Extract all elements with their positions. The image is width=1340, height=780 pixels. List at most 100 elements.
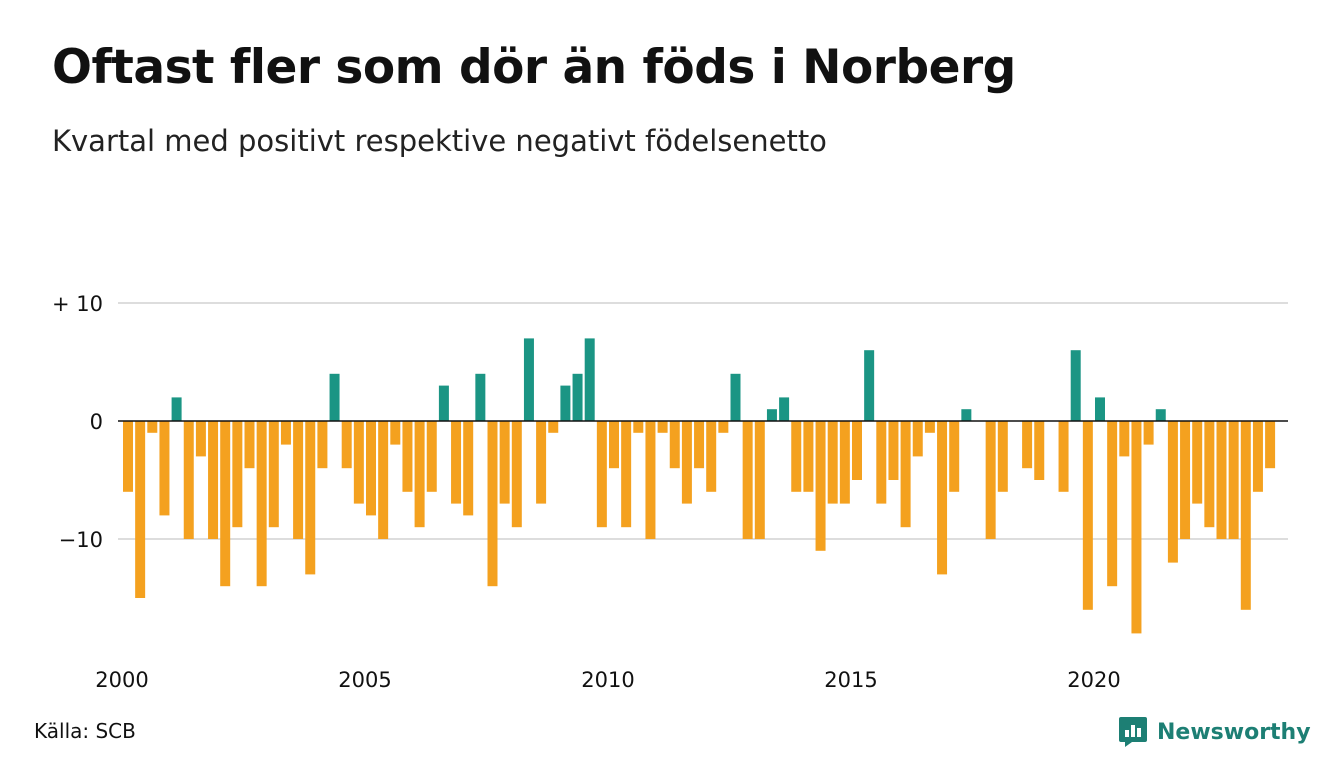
bar (232, 421, 243, 528)
bar (1228, 421, 1239, 539)
bar (523, 338, 534, 421)
bar (402, 421, 413, 492)
bar (645, 421, 656, 539)
bar (876, 421, 887, 504)
bar (1034, 421, 1045, 480)
x-tick-label: 2005 (338, 668, 391, 692)
bar (560, 385, 571, 421)
bar (475, 373, 486, 421)
brand-name: Newsworthy (1157, 719, 1311, 745)
bar (718, 421, 729, 433)
bar (378, 421, 389, 539)
bar (366, 421, 376, 516)
bar (1216, 421, 1227, 539)
bar (390, 421, 401, 445)
bar (1240, 421, 1251, 610)
bar (633, 421, 644, 433)
bar (912, 421, 923, 457)
bar (997, 421, 1008, 492)
source-note: Källa: SCB (34, 719, 136, 743)
bar (220, 421, 231, 587)
bar (1192, 421, 1203, 504)
bar (244, 421, 255, 469)
bar (353, 421, 364, 504)
bar (1131, 421, 1142, 634)
bar (657, 421, 668, 433)
bar (766, 409, 777, 421)
bar (159, 421, 170, 516)
x-tick-label: 2010 (581, 668, 634, 692)
bar (1167, 421, 1178, 563)
bar (171, 397, 182, 421)
bar (293, 421, 304, 539)
bar (827, 421, 838, 504)
bar (669, 421, 680, 469)
bar (937, 421, 948, 575)
bar (1204, 421, 1215, 528)
bar (1095, 397, 1105, 421)
bar (268, 421, 279, 528)
y-tick-label: + 10 (52, 292, 103, 316)
bar (536, 421, 547, 504)
bar (791, 421, 802, 492)
brand-logo: Newsworthy (1118, 712, 1311, 752)
bar (438, 385, 449, 421)
bars (123, 338, 1276, 634)
bar (779, 397, 790, 421)
bar (1180, 421, 1191, 539)
bar (195, 421, 206, 457)
bar (609, 421, 619, 469)
bar (341, 421, 352, 469)
bar (584, 338, 595, 421)
bar (1058, 421, 1069, 492)
bar (815, 421, 826, 551)
bar (706, 421, 717, 492)
bar (511, 421, 522, 528)
bar (1022, 421, 1033, 469)
bar (1155, 409, 1166, 421)
chart-subtitle: Kvartal med positivt respektive negativt… (52, 124, 827, 158)
bar (317, 421, 328, 469)
bar (572, 373, 583, 421)
bar (414, 421, 425, 528)
bar (305, 421, 316, 575)
y-tick-label: −10 (59, 528, 103, 552)
bar (280, 421, 291, 445)
x-tick-label: 2000 (95, 668, 148, 692)
bar (135, 421, 146, 598)
x-tick-label: 2015 (824, 668, 877, 692)
bar (803, 421, 814, 492)
bar (256, 421, 267, 587)
bar (985, 421, 996, 539)
y-tick-label: 0 (90, 410, 103, 434)
x-tick-label: 2020 (1067, 668, 1120, 692)
bar (1265, 421, 1276, 469)
bar (426, 421, 437, 492)
bar (463, 421, 474, 516)
bar (499, 421, 510, 504)
bar (1119, 421, 1130, 457)
bar (451, 421, 462, 504)
bar (839, 421, 850, 504)
bar (754, 421, 765, 539)
bar (147, 421, 158, 433)
chart-title: Oftast fler som dör än föds i Norberg (52, 40, 1016, 95)
bar (924, 421, 935, 433)
bar (548, 421, 559, 433)
bar (1107, 421, 1118, 587)
bar (1070, 350, 1081, 421)
bar (487, 421, 498, 587)
newsworthy-logo-icon (1119, 717, 1147, 747)
bar (681, 421, 692, 504)
bar (888, 421, 899, 480)
bar (742, 421, 753, 539)
bar (208, 421, 219, 539)
bar (183, 421, 194, 539)
bar (1252, 421, 1263, 492)
bar (1082, 421, 1093, 610)
bar (852, 421, 862, 480)
bar-chart: + 10 0 −10 2000 2005 2010 2015 2020 (52, 292, 1288, 692)
bar (329, 373, 340, 421)
bar (900, 421, 911, 528)
bar (621, 421, 632, 528)
